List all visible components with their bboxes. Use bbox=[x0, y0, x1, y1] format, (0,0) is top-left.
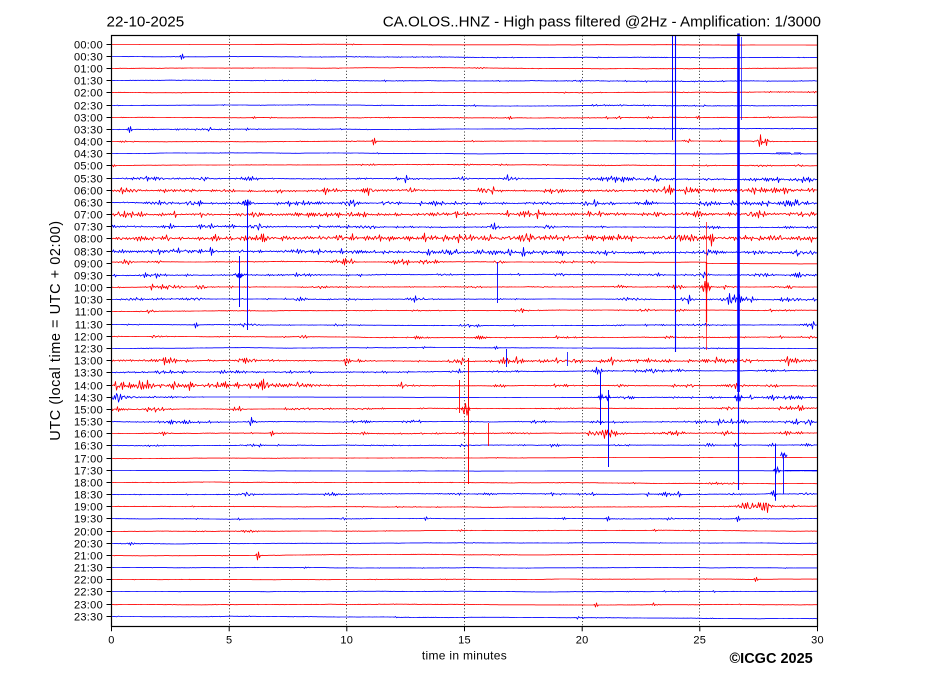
svg-text:15:30: 15:30 bbox=[74, 416, 103, 428]
svg-text:02:30: 02:30 bbox=[74, 100, 103, 112]
svg-text:21:00: 21:00 bbox=[74, 550, 103, 562]
svg-text:00:30: 00:30 bbox=[74, 51, 103, 63]
svg-text:00:00: 00:00 bbox=[74, 39, 103, 51]
svg-text:17:00: 17:00 bbox=[74, 453, 103, 465]
svg-text:17:30: 17:30 bbox=[74, 465, 103, 477]
svg-text:10:00: 10:00 bbox=[74, 282, 103, 294]
svg-text:18:30: 18:30 bbox=[74, 489, 103, 501]
svg-text:22:30: 22:30 bbox=[74, 586, 103, 598]
svg-text:23:30: 23:30 bbox=[74, 611, 103, 623]
svg-text:20:00: 20:00 bbox=[74, 526, 103, 538]
svg-text:04:30: 04:30 bbox=[74, 148, 103, 160]
svg-text:CA.OLOS..HNZ - High pass filte: CA.OLOS..HNZ - High pass filtered @2Hz -… bbox=[383, 14, 821, 31]
svg-text:03:00: 03:00 bbox=[74, 112, 103, 124]
svg-text:5: 5 bbox=[226, 635, 232, 647]
svg-text:22-10-2025: 22-10-2025 bbox=[107, 14, 185, 31]
svg-text:10: 10 bbox=[340, 635, 353, 647]
svg-text:11:30: 11:30 bbox=[75, 319, 103, 331]
svg-text:16:00: 16:00 bbox=[74, 428, 103, 440]
svg-text:time in minutes: time in minutes bbox=[422, 649, 507, 663]
svg-text:16:30: 16:30 bbox=[74, 440, 103, 452]
svg-text:01:00: 01:00 bbox=[74, 63, 103, 75]
svg-text:23:00: 23:00 bbox=[74, 599, 103, 611]
svg-text:13:00: 13:00 bbox=[74, 355, 103, 367]
svg-text:12:00: 12:00 bbox=[74, 331, 103, 343]
svg-text:21:30: 21:30 bbox=[74, 562, 103, 574]
svg-text:19:30: 19:30 bbox=[74, 513, 103, 525]
svg-text:0: 0 bbox=[108, 635, 114, 647]
svg-text:11:00: 11:00 bbox=[75, 306, 103, 318]
svg-text:14:00: 14:00 bbox=[74, 380, 103, 392]
svg-text:04:00: 04:00 bbox=[74, 136, 103, 148]
svg-text:20: 20 bbox=[576, 635, 589, 647]
svg-text:05:30: 05:30 bbox=[74, 173, 103, 185]
svg-text:07:00: 07:00 bbox=[74, 209, 103, 221]
svg-text:09:30: 09:30 bbox=[74, 270, 103, 282]
svg-text:12:30: 12:30 bbox=[74, 343, 103, 355]
svg-text:10:30: 10:30 bbox=[74, 294, 103, 306]
svg-text:13:30: 13:30 bbox=[74, 367, 103, 379]
svg-text:02:00: 02:00 bbox=[74, 87, 103, 99]
svg-text:08:30: 08:30 bbox=[74, 246, 103, 258]
svg-text:06:00: 06:00 bbox=[74, 185, 103, 197]
svg-text:06:30: 06:30 bbox=[74, 197, 103, 209]
svg-text:05:00: 05:00 bbox=[74, 160, 103, 172]
svg-text:08:00: 08:00 bbox=[74, 233, 103, 245]
svg-text:20:30: 20:30 bbox=[74, 538, 103, 550]
svg-text:19:00: 19:00 bbox=[74, 501, 103, 513]
svg-text:UTC (local time = UTC + 02:00): UTC (local time = UTC + 02:00) bbox=[48, 220, 64, 440]
svg-text:©ICGC 2025: ©ICGC 2025 bbox=[730, 651, 813, 667]
svg-text:15: 15 bbox=[458, 635, 471, 647]
svg-text:01:30: 01:30 bbox=[74, 75, 103, 87]
svg-text:09:00: 09:00 bbox=[74, 258, 103, 270]
svg-text:07:30: 07:30 bbox=[74, 221, 103, 233]
svg-text:14:30: 14:30 bbox=[74, 392, 103, 404]
svg-text:25: 25 bbox=[693, 635, 706, 647]
svg-text:30: 30 bbox=[811, 635, 824, 647]
svg-text:15:00: 15:00 bbox=[74, 404, 103, 416]
svg-text:22:00: 22:00 bbox=[74, 574, 103, 586]
svg-text:18:00: 18:00 bbox=[74, 477, 103, 489]
svg-text:03:30: 03:30 bbox=[74, 124, 103, 136]
